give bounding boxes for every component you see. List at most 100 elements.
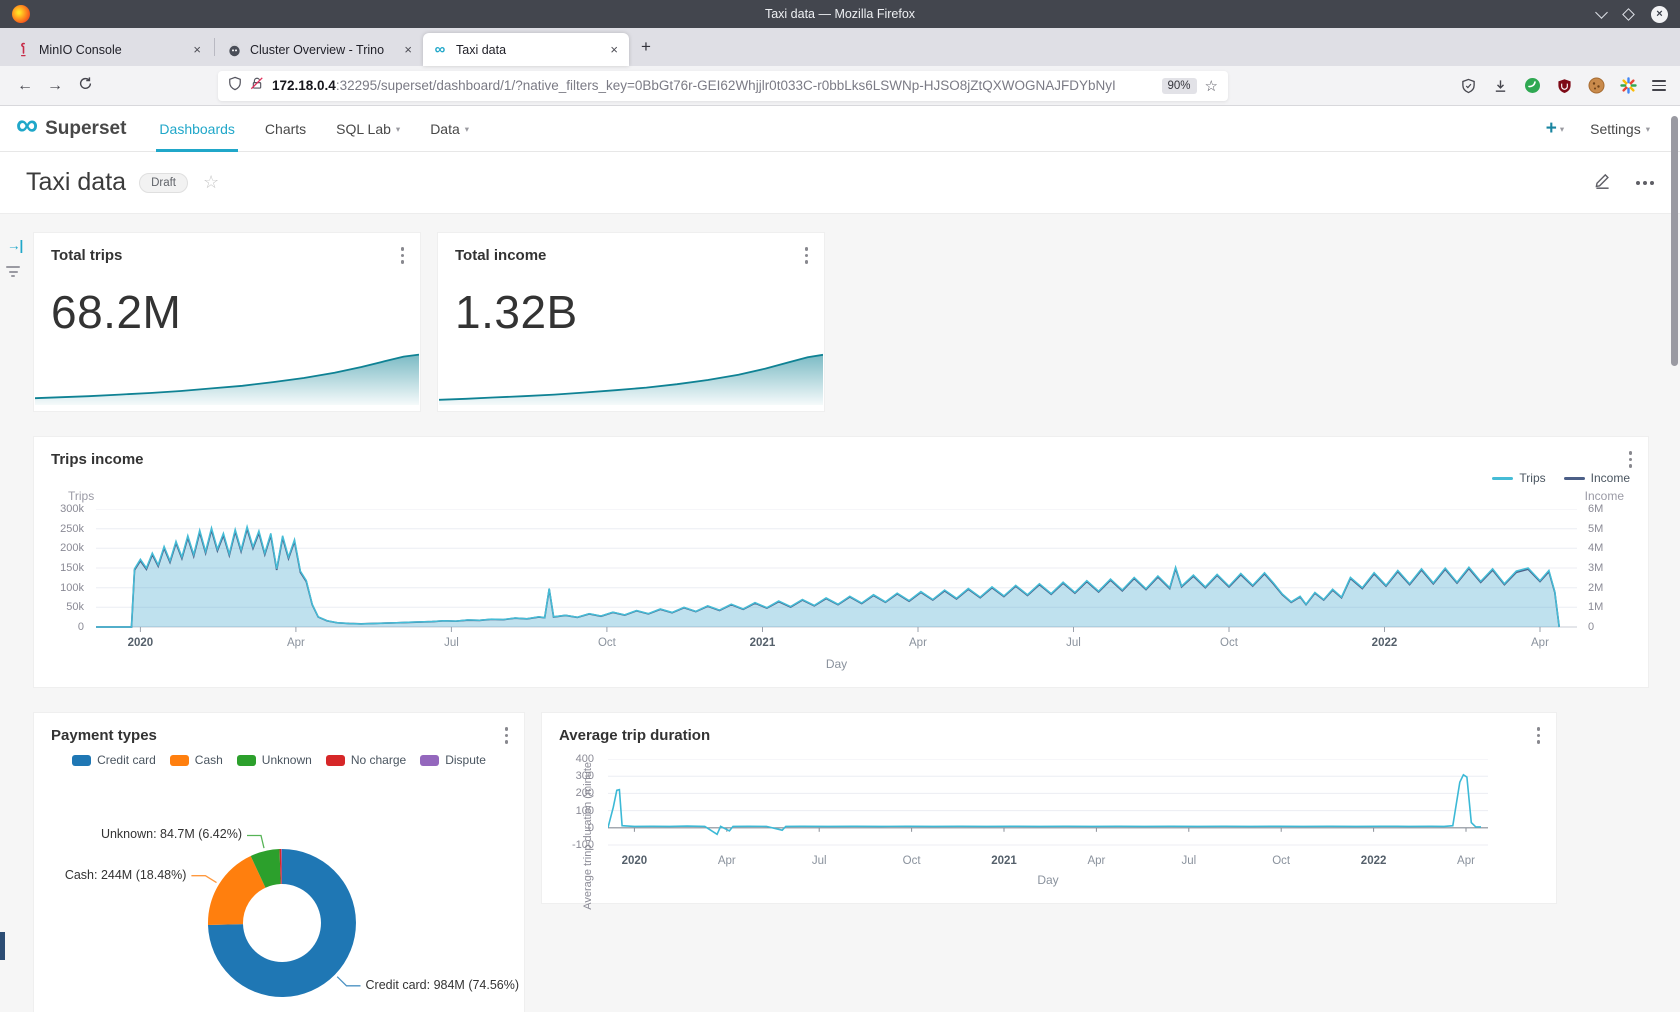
tab-close-icon[interactable]: × xyxy=(404,42,412,57)
trino-logo-icon xyxy=(226,42,242,58)
expand-filter-bar-icon[interactable]: →| xyxy=(7,238,23,253)
new-tab-button[interactable]: + xyxy=(641,37,651,56)
donut-slice-cash[interactable] xyxy=(207,856,266,925)
legend-item[interactable]: Cash xyxy=(169,753,223,767)
tracking-protection-shield-icon[interactable] xyxy=(228,76,242,96)
scrollbar-thumb[interactable] xyxy=(1671,116,1678,366)
donut-slice-no-charge[interactable] xyxy=(279,848,282,884)
url-path: :32295/superset/dashboard/1/?native_filt… xyxy=(335,78,1116,93)
card-total-trips: Total trips 68.2M xyxy=(33,232,421,412)
superset-logo-icon: ∞ xyxy=(434,41,446,58)
chart-legend[interactable]: Credit card Cash Unknown No charge Dispute xyxy=(34,753,524,767)
card-trips-income: Trips income Trips Income Trips Income 30… xyxy=(33,436,1649,688)
tab-close-icon[interactable]: × xyxy=(610,42,618,57)
nav-item-dashboards[interactable]: Dashboards xyxy=(144,106,250,152)
trips-income-plot[interactable] xyxy=(96,508,1577,635)
maximize-button[interactable] xyxy=(1622,7,1635,21)
superset-logo-icon: ∞ xyxy=(16,107,39,143)
insecure-lock-icon[interactable] xyxy=(250,76,264,96)
legend-item[interactable]: Income xyxy=(1563,471,1630,485)
legend-label: Cash xyxy=(194,753,223,767)
x-tick-label: Apr xyxy=(1531,637,1549,649)
chart-options-menu[interactable] xyxy=(1627,449,1635,470)
payment-types-donut[interactable]: Credit card: 984M (74.56%) Cash: 244M (18… xyxy=(34,777,528,1012)
page-zoom-indicator[interactable]: 90% xyxy=(1161,77,1197,94)
legend-item[interactable]: Credit card xyxy=(72,753,156,767)
nav-item-sql-lab[interactable]: SQL Lab ▾ xyxy=(321,106,415,152)
legend-label: Credit card xyxy=(97,753,156,767)
chart-legend[interactable]: Trips Income xyxy=(1492,471,1630,485)
y-tick-label: 0 xyxy=(77,621,84,633)
x-axis-ticks: 2020 Apr Jul Oct 2021 Apr Jul Oct 2022 Apr xyxy=(96,637,1577,651)
total-income-sparkline[interactable] xyxy=(439,353,823,405)
tab-title: Taxi data xyxy=(456,42,507,57)
donut-slice-credit-card[interactable] xyxy=(208,849,356,997)
y-tick-label: 100k xyxy=(60,581,84,594)
tab-close-icon[interactable]: × xyxy=(193,42,201,57)
x-tick-label: 2020 xyxy=(127,637,154,649)
dashboard-options-menu[interactable] xyxy=(1636,180,1654,185)
favorite-star-icon[interactable]: ☆ xyxy=(202,172,220,192)
status-badge: Draft xyxy=(139,172,188,193)
total-trips-sparkline[interactable] xyxy=(35,353,419,405)
legend-item[interactable]: Unknown xyxy=(236,753,312,767)
donut-slice-dispute[interactable] xyxy=(281,848,282,884)
close-window-button[interactable]: × xyxy=(1651,5,1668,23)
account-shield-icon[interactable] xyxy=(1460,77,1477,94)
filter-icon[interactable] xyxy=(6,266,20,277)
page-scrollbar[interactable] xyxy=(1671,110,1679,1010)
downloads-icon[interactable] xyxy=(1492,77,1509,94)
chart-title: Payment types xyxy=(51,727,157,744)
nav-item-data[interactable]: Data ▾ xyxy=(415,106,484,152)
chart-options-menu[interactable] xyxy=(503,725,511,746)
y-tick-label: 200k xyxy=(60,542,84,555)
legend-item[interactable]: Dispute xyxy=(420,753,486,767)
nav-label: Dashboards xyxy=(159,120,235,137)
tab-minio-console[interactable]: MinIO Console × xyxy=(6,33,212,66)
nav-label: Charts xyxy=(264,120,307,137)
tab-strip: MinIO Console × Cluster Overview - Trino… xyxy=(0,28,1680,66)
ublock-origin-icon[interactable] xyxy=(1556,77,1573,94)
y-tick-label: 1M xyxy=(1588,601,1604,614)
chart-options-menu[interactable] xyxy=(1535,725,1543,746)
filter-rail-handle[interactable] xyxy=(0,932,5,960)
x-tick-label: Apr xyxy=(717,855,736,867)
tab-trino-cluster[interactable]: Cluster Overview - Trino × xyxy=(217,33,423,66)
filter-rail: →| xyxy=(0,216,30,1012)
donut-slice-unknown[interactable] xyxy=(250,849,281,888)
minimize-button[interactable] xyxy=(1595,5,1608,19)
y-tick-label: 250k xyxy=(60,522,84,535)
superset-brand[interactable]: ∞ Superset xyxy=(16,109,126,140)
pinwheel-extension-icon[interactable] xyxy=(1620,77,1637,94)
chevron-down-icon: ▾ xyxy=(464,124,470,134)
chart-title: Trips income xyxy=(51,451,144,468)
nav-item-charts[interactable]: Charts xyxy=(250,106,321,152)
chevron-down-icon: ▾ xyxy=(1559,124,1565,134)
app-menu-icon[interactable] xyxy=(1652,79,1666,92)
tab-taxi-data-active[interactable]: ∞ Taxi data × xyxy=(423,33,629,66)
forward-button[interactable]: → xyxy=(47,76,63,94)
settings-label: Settings xyxy=(1590,120,1641,137)
back-button[interactable]: ← xyxy=(17,76,33,94)
chart-options-menu[interactable] xyxy=(803,245,811,266)
new-item-button[interactable]: + ▾ xyxy=(1546,119,1564,138)
reload-button[interactable] xyxy=(70,76,100,96)
legend-item[interactable]: Trips xyxy=(1492,471,1546,485)
avg-duration-plot[interactable] xyxy=(607,758,1488,851)
big-number-value: 68.2M xyxy=(51,286,182,338)
legend-swatch xyxy=(169,754,189,766)
x-tick-label: 2021 xyxy=(749,637,776,649)
chart-options-menu[interactable] xyxy=(399,245,407,266)
edit-dashboard-button[interactable] xyxy=(1593,171,1612,195)
y-tick-label: 300k xyxy=(60,503,84,515)
legend-label: Trips xyxy=(1519,471,1546,485)
green-extension-icon[interactable] xyxy=(1524,77,1541,94)
legend-swatch xyxy=(325,754,345,766)
url-bar[interactable]: 172.18.0.4:32295/superset/dashboard/1/?n… xyxy=(218,70,1228,101)
legend-item[interactable]: No charge xyxy=(325,753,406,767)
y-axis-ticks-left: 300k 250k 200k 150k 100k 50k 0 xyxy=(42,503,92,633)
cookie-extension-icon[interactable] xyxy=(1588,77,1605,94)
settings-menu[interactable]: Settings ▾ xyxy=(1590,121,1650,137)
bookmark-star-icon[interactable]: ☆ xyxy=(1204,77,1218,95)
